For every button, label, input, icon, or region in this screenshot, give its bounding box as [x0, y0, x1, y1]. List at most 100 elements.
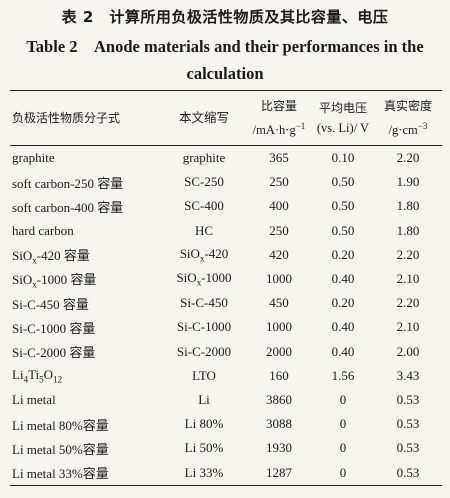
cell-density: 2.10	[396, 271, 420, 287]
header-capacity: 比容量 /mA·h·g−1	[246, 91, 312, 146]
cell-density: 1.90	[396, 174, 420, 190]
cell-voltage: 0.10	[331, 150, 355, 166]
table-row: Li metal 50%容量 Li 50% 1930 0 0.53	[10, 436, 442, 460]
cell-name: Li metal 80%容量	[12, 417, 109, 433]
table-row: Li4Ti5O12 LTO 160 1.56 3.43	[10, 364, 442, 388]
cell-abbr: Si-C-450	[180, 295, 228, 311]
cell-abbr: Li 80%	[184, 416, 224, 432]
cell-voltage: 1.56	[331, 367, 355, 383]
cell-capacity: 3088	[266, 416, 292, 432]
cell-density: 1.80	[396, 222, 420, 238]
cell-density: 2.10	[396, 319, 420, 335]
cell-density: 2.20	[396, 150, 420, 166]
cell-density: 0.53	[396, 464, 420, 480]
cell-voltage: 0.20	[331, 295, 355, 311]
cell-name: hard carbon	[12, 222, 74, 238]
cell-voltage: 0	[339, 391, 347, 407]
cell-density: 0.53	[396, 416, 420, 432]
cell-density: 2.20	[396, 295, 420, 311]
cell-voltage: 0.50	[331, 174, 355, 190]
table-row: graphite graphite 365 0.10 2.20	[10, 146, 442, 171]
table-row: Li metal Li 3860 0 0.53	[10, 388, 442, 412]
cell-abbr: Si-C-1000	[176, 319, 232, 335]
cell-density: 0.53	[396, 440, 420, 456]
table-row: Si-C-2000 容量 Si-C-2000 2000 0.40 2.00	[10, 340, 442, 364]
cell-capacity: 1000	[266, 271, 292, 287]
table-body: graphite graphite 365 0.10 2.20 soft carbon-2…	[10, 146, 442, 486]
cell-voltage: 0	[339, 464, 347, 480]
cell-abbr: Li 33%	[184, 464, 224, 480]
cell-capacity: 1000	[266, 319, 292, 335]
cell-abbr: SiOx-1000	[176, 270, 232, 288]
table-row: SiOx-420 容量 SiOx-420 420 0.20 2.20	[10, 243, 442, 267]
header-voltage-label: 平均电压	[318, 101, 367, 115]
table-row: soft carbon-250 容量 SC-250 250 0.50 1.90	[10, 170, 442, 194]
cell-voltage: 0.40	[331, 271, 355, 287]
cell-voltage: 0.20	[331, 246, 355, 262]
header-density-label: 真实密度	[383, 98, 432, 113]
cell-name: SiOx-420 容量	[12, 247, 90, 266]
cell-name: Li4Ti5O12	[12, 366, 63, 385]
cell-capacity: 160	[269, 367, 289, 383]
table-header-row: 负极活性物质分子式 本文缩写 比容量 /mA·h·g−1 平均电压 (vs. L…	[10, 90, 442, 146]
table-row: Si-C-450 容量 Si-C-450 450 0.20 2.20	[10, 291, 442, 315]
table-row: Li metal 80%容量 Li 80% 3088 0 0.53	[10, 412, 442, 436]
cell-capacity: 250	[269, 174, 289, 190]
cell-abbr: graphite	[182, 150, 226, 166]
cell-density: 2.00	[396, 343, 420, 359]
cell-capacity: 400	[269, 198, 289, 214]
cell-name: soft carbon-400 容量	[12, 199, 124, 215]
cell-name: graphite	[12, 150, 55, 166]
table-title-english: Table 2 Anode materials and their perfor…	[26, 37, 424, 83]
header-capacity-label: 比容量	[260, 98, 297, 113]
header-name: 负极活性物质分子式	[12, 111, 121, 125]
cell-abbr: SC-400	[184, 198, 224, 214]
table-row: soft carbon-400 容量 SC-400 400 0.50 1.80	[10, 194, 442, 218]
cell-name: soft carbon-250 容量	[12, 175, 124, 191]
cell-capacity: 1287	[266, 464, 292, 480]
cell-name: Si-C-450 容量	[12, 296, 89, 312]
header-density: 真实密度 /g·cm−3	[374, 91, 442, 146]
table-row: Si-C-1000 容量 Si-C-1000 1000 0.40 2.10	[10, 315, 442, 339]
cell-abbr: LTO	[192, 367, 216, 383]
header-abbr: 本文缩写	[178, 111, 229, 125]
cell-density: 0.53	[396, 391, 420, 407]
cell-abbr: Si-C-2000	[176, 343, 232, 359]
cell-abbr: HC	[194, 222, 214, 238]
cell-abbr: Li 50%	[184, 440, 224, 456]
header-density-unit: /g·cm−3	[388, 120, 428, 138]
cell-name: Li metal	[12, 391, 56, 407]
table-row: Li metal 33%容量 Li 33% 1287 0 0.53	[10, 460, 442, 486]
cell-name: Li metal 50%容量	[12, 441, 109, 457]
header-voltage-unit: (vs. Li)/ V	[316, 121, 370, 135]
table-row: SiOx-1000 容量 SiOx-1000 1000 0.40 2.10	[10, 267, 442, 291]
cell-name: Si-C-1000 容量	[12, 320, 96, 336]
cell-abbr: SC-250	[184, 174, 224, 190]
cell-name: Si-C-2000 容量	[12, 345, 96, 361]
table-title-chinese: 表 2 计算所用负极活性物质及其比容量、电压	[61, 8, 389, 26]
cell-capacity: 2000	[266, 343, 292, 359]
cell-voltage: 0.40	[331, 343, 355, 359]
table-row: hard carbon HC 250 0.50 1.80	[10, 219, 442, 243]
cell-capacity: 250	[269, 222, 289, 238]
cell-voltage: 0.40	[331, 319, 355, 335]
header-voltage: 平均电压 (vs. Li)/ V	[312, 91, 374, 146]
cell-capacity: 450	[269, 295, 289, 311]
cell-density: 2.20	[396, 246, 420, 262]
cell-capacity: 3860	[266, 391, 292, 407]
cell-voltage: 0.50	[331, 198, 355, 214]
cell-abbr: SiOx-420	[179, 246, 229, 264]
cell-voltage: 0.50	[331, 222, 355, 238]
cell-density: 3.43	[396, 367, 420, 383]
cell-capacity: 365	[269, 150, 289, 166]
cell-voltage: 0	[339, 440, 347, 456]
cell-abbr: Li	[198, 391, 210, 407]
cell-voltage: 0	[339, 416, 347, 432]
cell-capacity: 420	[269, 246, 289, 262]
cell-density: 1.80	[396, 198, 420, 214]
anode-materials-table: 负极活性物质分子式 本文缩写 比容量 /mA·h·g−1 平均电压 (vs. L…	[10, 90, 442, 486]
cell-capacity: 1930	[266, 440, 292, 456]
cell-name: Li metal 33%容量	[12, 466, 109, 482]
cell-name: SiOx-1000 容量	[12, 271, 97, 290]
header-capacity-unit: /mA·h·g−1	[252, 120, 306, 138]
